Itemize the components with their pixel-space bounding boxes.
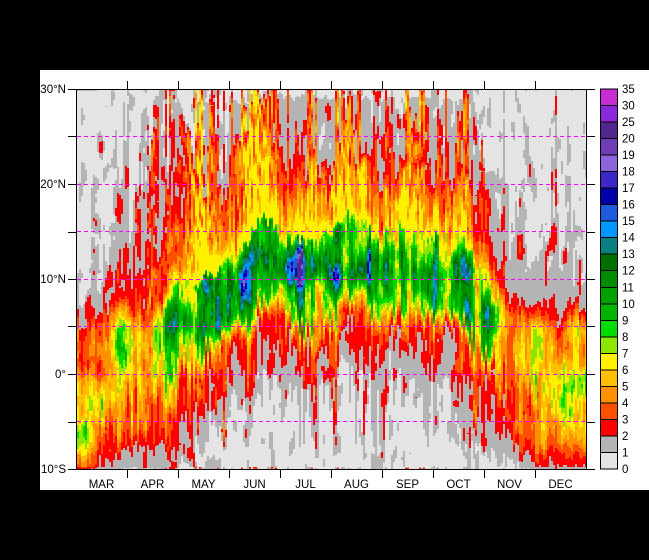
svg-text:0°: 0° bbox=[55, 369, 66, 381]
svg-text:MAY: MAY bbox=[191, 479, 215, 491]
svg-text:MAR: MAR bbox=[89, 479, 115, 491]
svg-text:AUG: AUG bbox=[344, 479, 369, 491]
svg-text:30°N: 30°N bbox=[40, 84, 66, 96]
svg-text:10°N: 10°N bbox=[40, 274, 66, 286]
svg-text:35: 35 bbox=[622, 84, 635, 96]
svg-text:8: 8 bbox=[622, 332, 628, 344]
svg-text:10: 10 bbox=[622, 299, 635, 311]
svg-text:16: 16 bbox=[622, 200, 635, 212]
svg-text:JUL: JUL bbox=[295, 479, 316, 491]
svg-text:15: 15 bbox=[622, 216, 635, 228]
svg-text:14: 14 bbox=[622, 233, 635, 245]
svg-text:5: 5 bbox=[622, 381, 628, 393]
svg-text:SEP: SEP bbox=[396, 479, 419, 491]
svg-text:11: 11 bbox=[622, 282, 634, 294]
svg-text:4: 4 bbox=[622, 398, 629, 410]
svg-text:25: 25 bbox=[622, 117, 635, 129]
svg-text:JUN: JUN bbox=[243, 479, 265, 491]
svg-text:2: 2 bbox=[622, 431, 628, 443]
svg-text:10°S: 10°S bbox=[41, 464, 66, 476]
svg-text:APR: APR bbox=[141, 479, 165, 491]
svg-text:6: 6 bbox=[622, 365, 628, 377]
svg-text:3: 3 bbox=[622, 414, 628, 426]
svg-text:18: 18 bbox=[622, 167, 635, 179]
svg-text:9: 9 bbox=[622, 315, 628, 327]
svg-text:19: 19 bbox=[622, 150, 635, 162]
svg-text:NOV: NOV bbox=[497, 479, 522, 491]
svg-text:0: 0 bbox=[622, 464, 628, 476]
svg-text:13: 13 bbox=[622, 249, 635, 261]
svg-text:OCT: OCT bbox=[446, 479, 470, 491]
svg-text:20°N: 20°N bbox=[40, 179, 66, 191]
svg-text:DEC: DEC bbox=[548, 479, 572, 491]
svg-text:30: 30 bbox=[622, 101, 635, 113]
svg-text:17: 17 bbox=[622, 183, 635, 195]
svg-text:12: 12 bbox=[622, 266, 635, 278]
svg-text:20: 20 bbox=[622, 134, 635, 146]
svg-text:7: 7 bbox=[622, 348, 628, 360]
svg-text:1: 1 bbox=[622, 448, 628, 460]
